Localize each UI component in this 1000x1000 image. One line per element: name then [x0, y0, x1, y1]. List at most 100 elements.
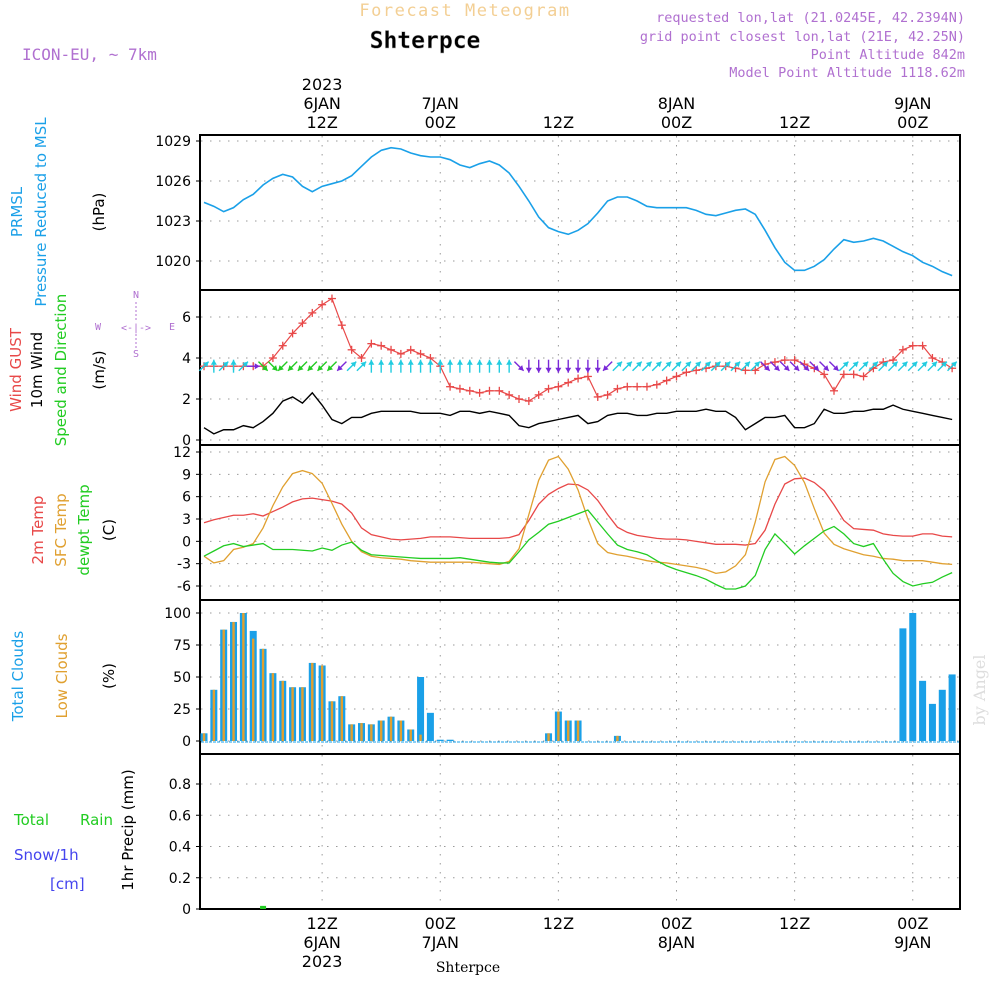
- arrow-head: [744, 361, 751, 368]
- gust-marker: [446, 382, 455, 391]
- wind-direction-arrow: [937, 361, 948, 372]
- wind-10m-label: 10m Wind: [28, 332, 46, 408]
- compass-west: W: [95, 322, 102, 333]
- low-cloud-bar: [330, 701, 334, 741]
- panel-frame: [199, 753, 961, 910]
- wind-direction-arrow: [378, 359, 385, 373]
- y-tick-label: 3: [182, 512, 191, 528]
- low-clouds-label: Low Clouds: [53, 633, 71, 718]
- arrow-head: [911, 361, 918, 368]
- snow-unit-label: [cm]: [50, 875, 85, 893]
- arrow-head: [210, 359, 217, 365]
- y-tick-label: 0: [182, 734, 191, 750]
- compass-north: N: [133, 290, 139, 301]
- panel-grid: [201, 136, 959, 289]
- y-tick-label: 9: [182, 467, 191, 483]
- arrow-head: [764, 365, 770, 371]
- arrow-head: [368, 359, 375, 365]
- grid-point-coords: grid point closest lon,lat (21E, 42.25N): [640, 29, 965, 45]
- bottom-time-label: 00Z: [661, 914, 692, 933]
- wind-direction-arrow: [346, 361, 357, 372]
- arrow-head: [575, 367, 582, 373]
- gust-marker: [593, 392, 602, 401]
- arrow-head: [941, 361, 947, 368]
- bottom-time-label: 8JAN: [658, 933, 696, 952]
- gust-marker: [859, 372, 868, 381]
- wind-direction-arrow: [897, 361, 908, 372]
- total-cloud-bar: [417, 677, 425, 741]
- arrow-head: [486, 359, 493, 365]
- panel-temperature: -6 -3 0 3 6 9 12: [173, 444, 961, 601]
- total-rain-label-b: Rain: [80, 811, 113, 829]
- arrow-head: [783, 365, 790, 371]
- arrow-head: [892, 361, 898, 368]
- y-tick-label: 0.6: [169, 808, 191, 824]
- wind-direction-arrow: [336, 361, 347, 372]
- low-cloud-bar: [399, 720, 403, 741]
- wind-direction-arrow: [545, 359, 552, 373]
- wind-direction-arrow: [917, 361, 928, 372]
- wind-direction-arrow: [535, 359, 542, 373]
- wind-direction-arrow: [210, 359, 217, 373]
- top-time-label: 00Z: [897, 113, 928, 132]
- arrow-head: [832, 365, 839, 371]
- arrow-head: [724, 361, 731, 368]
- wind-direction-arrow: [661, 361, 672, 372]
- arrow-head: [476, 359, 483, 365]
- rain-bar: [260, 905, 267, 909]
- bottom-location: Shterpce: [436, 960, 500, 976]
- y-tick-label: 0: [182, 534, 191, 550]
- y-tick-label: 25: [173, 702, 191, 718]
- arrow-head: [951, 361, 957, 368]
- y-tick-label: 75: [173, 638, 191, 654]
- arrow-head: [437, 359, 444, 365]
- arrow-head: [271, 365, 278, 371]
- gust-marker: [387, 345, 396, 354]
- arrow-head: [773, 365, 780, 371]
- arrow-head: [793, 365, 800, 371]
- arrow-head: [230, 359, 237, 365]
- wind-direction-arrow: [730, 361, 741, 372]
- arrow-head: [655, 361, 662, 368]
- gust-marker: [583, 372, 592, 381]
- arrow-head: [360, 361, 367, 368]
- model-name: ICON-EU, ~ 7km: [22, 45, 157, 64]
- total-cloud-bar: [938, 689, 946, 741]
- low-cloud-bar: [232, 621, 235, 741]
- wind-direction-arrow: [397, 359, 404, 373]
- top-time-label: 12Z: [779, 113, 810, 132]
- arrow-head: [685, 361, 691, 368]
- low-cloud-bar: [202, 733, 206, 741]
- y-tick-label: 6: [182, 490, 191, 506]
- wind-direction-arrow: [506, 359, 513, 373]
- wind-direction-arrow: [710, 361, 721, 372]
- gust-marker: [505, 390, 514, 399]
- wind-direction-arrow: [612, 361, 623, 372]
- wind-speed-line: [203, 391, 953, 435]
- arrow-head: [327, 365, 334, 371]
- arrow-head: [427, 359, 434, 365]
- gust-marker: [603, 390, 612, 399]
- compass-rose: N <-|-> W E S: [95, 290, 175, 360]
- gust-marker: [642, 382, 651, 391]
- arrow-head: [307, 365, 314, 371]
- low-cloud-bar: [212, 689, 216, 741]
- wind-direction-arrow: [651, 361, 662, 372]
- compass-south: S: [133, 349, 139, 360]
- wind-direction-arrow: [799, 361, 810, 372]
- gust-marker: [347, 345, 356, 354]
- total-cloud-bar: [909, 613, 917, 741]
- total-cloud-bar: [928, 703, 936, 741]
- arrow-head: [565, 367, 572, 373]
- arrow-head: [862, 361, 869, 368]
- arrow-head: [636, 361, 642, 368]
- wind-direction-arrow: [740, 361, 751, 372]
- total-cloud-bar: [446, 739, 454, 741]
- arrow-head: [734, 361, 741, 368]
- gust-marker: [544, 384, 553, 393]
- panel-frame: [199, 134, 961, 291]
- wind-direction-arrow: [297, 361, 308, 372]
